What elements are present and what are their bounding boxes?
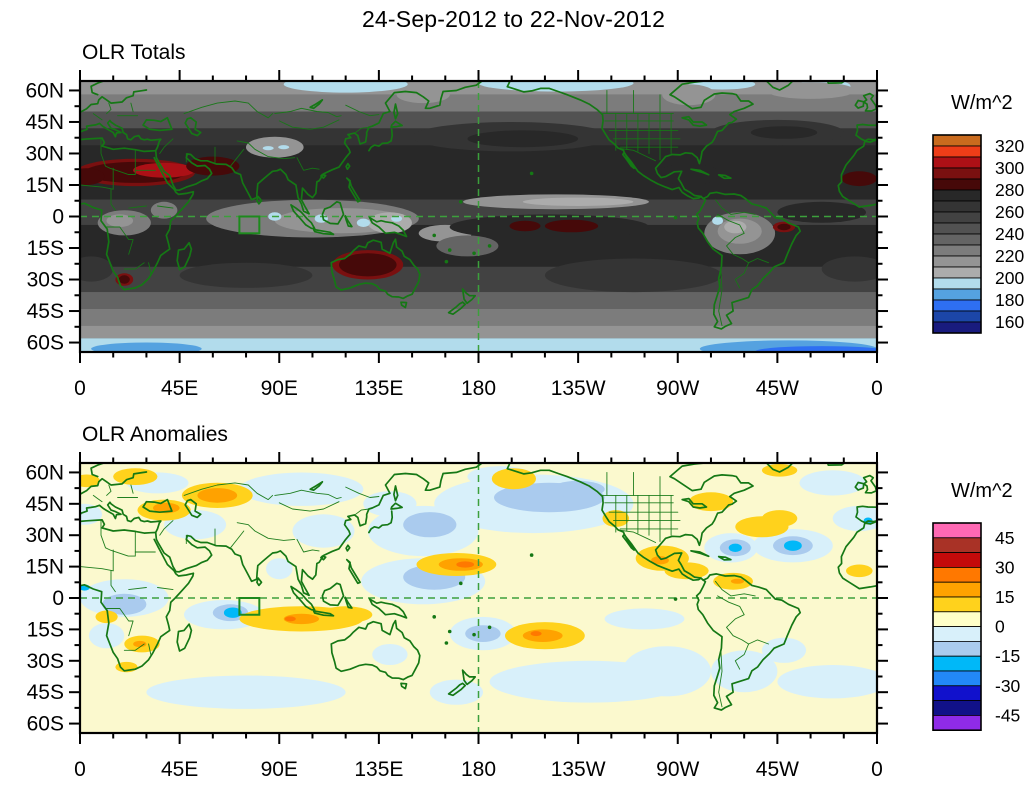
colorbar-tick-label: 45 — [995, 528, 1014, 548]
lon-tick-label: 0 — [871, 758, 883, 781]
lat-tick-label: 30N — [25, 524, 64, 547]
colorbar-tick-label: 0 — [995, 617, 1005, 637]
lat-tick-label: 30S — [27, 269, 64, 292]
lat-tick-label: 45S — [27, 681, 64, 704]
lat-tick-label: 45S — [27, 300, 64, 323]
lon-tick-label: 180 — [461, 758, 496, 781]
lat-tick-label: 30S — [27, 650, 64, 673]
colorbar-tick-label: -30 — [995, 676, 1021, 696]
lat-tick-label: 60N — [25, 461, 64, 484]
lat-tick-label: 45N — [25, 493, 64, 516]
lon-tick-label: 135E — [354, 377, 403, 400]
lon-tick-label: 90E — [261, 758, 298, 781]
lat-tick-label: 60N — [25, 79, 64, 102]
colorbar-tick-label: 280 — [995, 180, 1024, 200]
colorbar-tick-label: 15 — [995, 587, 1014, 607]
colorbar-tick-label: 220 — [995, 246, 1024, 266]
colorbar-tick-label: -45 — [995, 705, 1020, 725]
colorbar-tick-label: 300 — [995, 158, 1024, 178]
colorbar-tick-label: 200 — [995, 268, 1024, 288]
anomalies-map — [69, 452, 888, 744]
lon-tick-label: 45E — [161, 758, 198, 781]
figure-title: 24-Sep-2012 to 22-Nov-2012 — [361, 6, 666, 32]
colorbar-tick-label: 320 — [995, 136, 1024, 156]
lon-tick-label: 0 — [74, 758, 86, 781]
totals-panel-title: OLR Totals — [82, 41, 186, 64]
lat-tick-label: 60S — [27, 713, 64, 736]
lon-tick-label: 135W — [551, 758, 606, 781]
anomalies-units-label: W/m^2 — [951, 480, 1013, 502]
anomalies-panel-title: OLR Anomalies — [82, 423, 228, 446]
lon-tick-label: 0 — [74, 377, 86, 400]
lat-tick-label: 0 — [52, 206, 64, 229]
lat-tick-label: 15N — [25, 556, 64, 579]
colorbar-tick-label: 30 — [995, 557, 1015, 577]
colorbar-tick-label: 160 — [995, 312, 1024, 332]
lat-tick-label: 30N — [25, 142, 64, 165]
lon-tick-label: 135E — [354, 758, 403, 781]
colorbar-tick-label: -15 — [995, 646, 1020, 666]
lon-tick-label: 135W — [551, 377, 606, 400]
lat-tick-label: 45N — [25, 111, 64, 134]
axes-ticks-and-labels: 60N 45N 30N 15N 0 15S 30S 45S 60S 0 45E 90E 135E 180 1… — [25, 79, 882, 781]
totals-units-label: W/m^2 — [951, 92, 1013, 114]
totals-map — [69, 70, 888, 363]
lat-tick-label: 15S — [27, 237, 64, 260]
lat-tick-label: 15N — [25, 174, 64, 197]
colorbar-tick-label: 180 — [995, 290, 1024, 310]
anomalies-colorbar: 45 30 15 0 -15 -30 -45 — [932, 522, 1021, 731]
lon-tick-label: 45W — [756, 758, 799, 781]
colorbar-tick-label: 260 — [995, 202, 1024, 222]
lon-tick-label: 0 — [871, 377, 883, 400]
lon-tick-label: 45E — [161, 377, 198, 400]
colorbar-tick-label: 240 — [995, 224, 1024, 244]
lon-tick-label: 180 — [461, 377, 496, 400]
lat-tick-label: 60S — [27, 332, 64, 355]
lon-tick-label: 90E — [261, 377, 298, 400]
lon-tick-label: 90W — [656, 758, 699, 781]
lat-tick-label: 15S — [27, 618, 64, 641]
lat-tick-label: 0 — [52, 587, 64, 610]
lon-tick-label: 45W — [756, 377, 799, 400]
lon-tick-label: 90W — [656, 377, 699, 400]
